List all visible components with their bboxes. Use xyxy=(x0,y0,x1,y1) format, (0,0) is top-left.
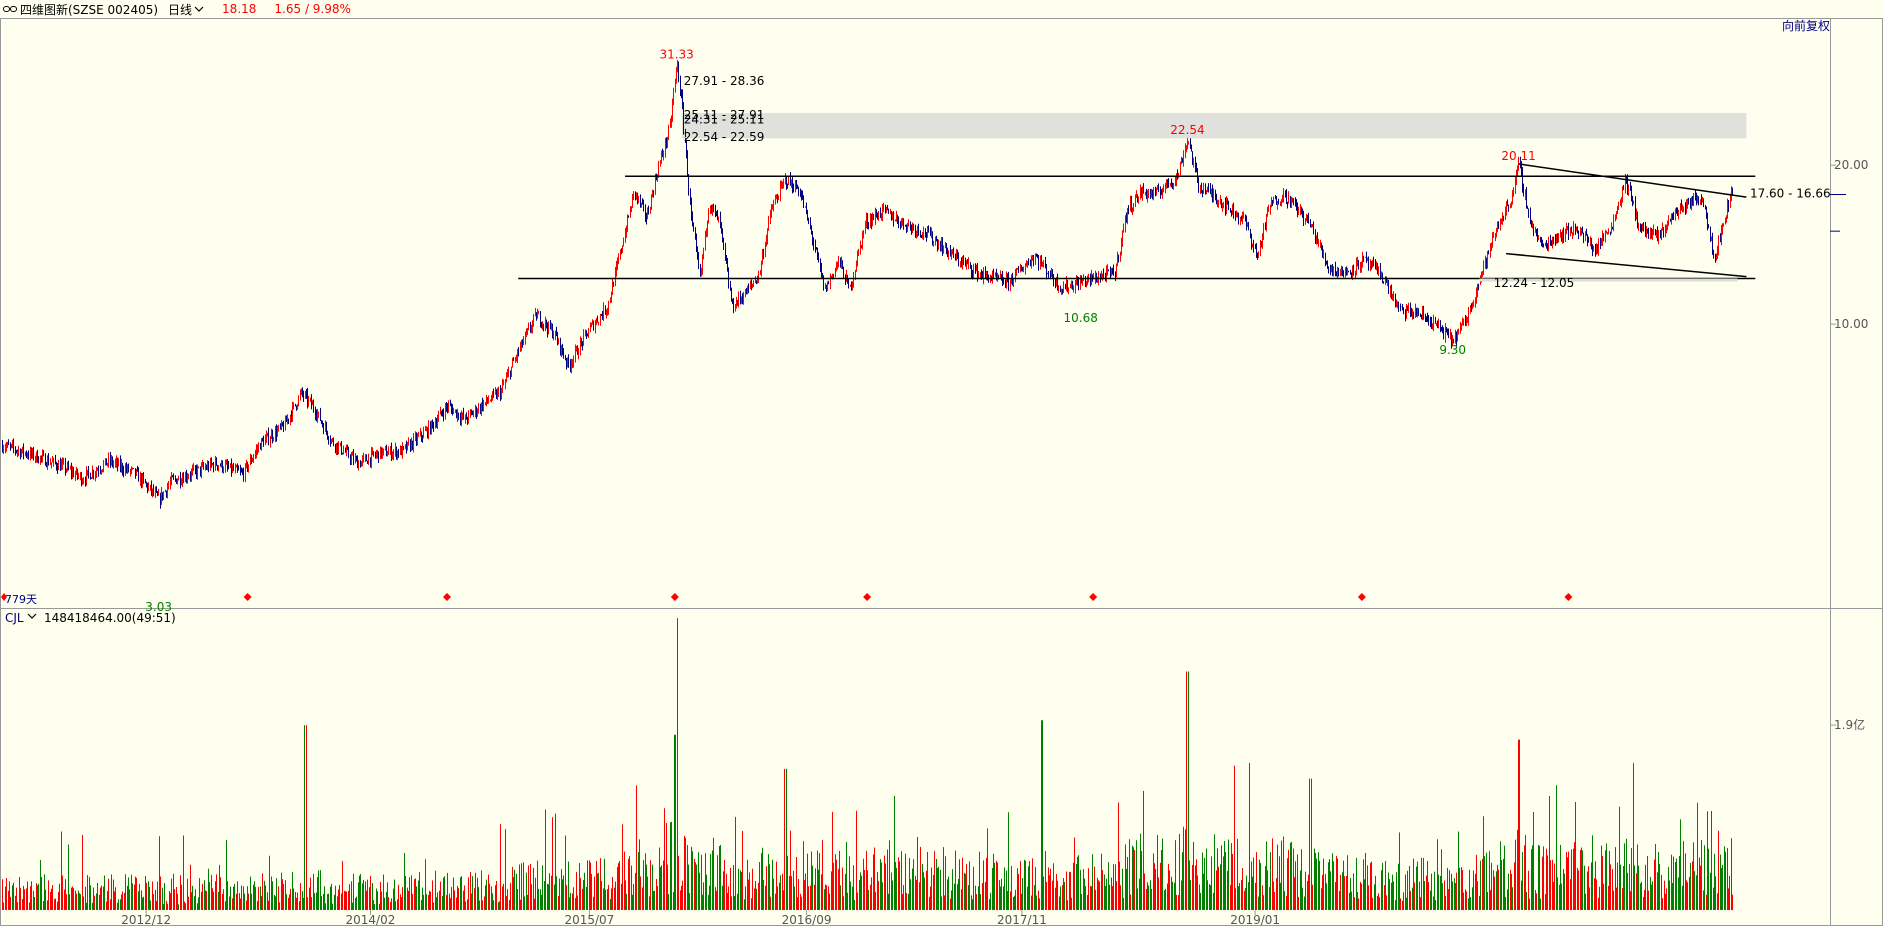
price-tick-label: 10.00 xyxy=(1834,317,1868,331)
trend-line xyxy=(1518,163,1747,198)
range-label: 24.31 - 25.11 xyxy=(684,112,765,126)
date-tick-label: 2014/02 xyxy=(346,913,396,926)
chart-border xyxy=(0,18,1883,926)
price-change: 1.65 / 9.98% xyxy=(274,2,351,16)
trend-lines xyxy=(1506,163,1747,278)
stock-name: 四维图新(SZSE 002405) xyxy=(20,2,159,17)
days-label: 779天 xyxy=(5,593,37,606)
volume-tick-label: 1.9亿 xyxy=(1834,717,1865,732)
date-tick-label: 2016/09 xyxy=(782,913,832,926)
event-diamond[interactable] xyxy=(1357,593,1366,601)
range-label: 22.54 - 22.59 xyxy=(684,130,765,144)
price-tick-label: 20.00 xyxy=(1834,158,1868,172)
price-bars xyxy=(2,60,1733,509)
event-diamond[interactable] xyxy=(1,593,7,601)
volume-axis: 1.9亿 xyxy=(1830,717,1865,732)
price-band xyxy=(681,113,1747,138)
date-tick-label: 2012/12 xyxy=(121,913,171,926)
chain-link-icon[interactable] xyxy=(3,2,17,16)
event-diamond[interactable] xyxy=(1089,593,1098,601)
date-tick-label: 2015/07 xyxy=(564,913,614,926)
volume-value: 148418464.00(49:51) xyxy=(44,611,176,625)
stock-header: 四维图新(SZSE 002405) 日线 18.18 1.65 / 9.98% xyxy=(0,0,1883,18)
chevron-down-icon xyxy=(194,6,204,12)
range-label: 25.11 - 27.91 xyxy=(684,108,765,122)
indicator-chevron-down-icon[interactable] xyxy=(27,613,37,619)
event-diamond[interactable] xyxy=(1564,593,1573,601)
trend-line xyxy=(1506,252,1747,278)
event-diamond[interactable] xyxy=(863,593,872,601)
date-tick-label: 2017/11 xyxy=(997,913,1047,926)
high-low-annotations: 31.33 22.54 20.11 3.03 10.68 9.30 xyxy=(145,47,1535,614)
date-axis: 2012/12 2014/02 2015/07 2016/09 2017/11 2019/… xyxy=(121,910,1280,926)
price-axis: 20.00 10.00 xyxy=(1830,158,1868,331)
event-diamond[interactable] xyxy=(443,593,451,601)
extreme-label: 31.33 xyxy=(659,47,693,61)
indicator-selector[interactable]: CJL xyxy=(5,611,24,625)
adjust-mode-button[interactable]: 向前复权 xyxy=(1782,18,1830,33)
event-diamond[interactable] xyxy=(243,593,252,601)
event-markers[interactable] xyxy=(1,593,1573,601)
range-label: 12.24 - 12.05 xyxy=(1494,276,1575,290)
last-price: 18.18 xyxy=(222,2,257,16)
extreme-label: 3.03 xyxy=(145,600,172,614)
volume-bars xyxy=(2,618,1733,910)
range-label: 27.91 - 28.36 xyxy=(684,74,765,88)
support-resistance-lines xyxy=(518,137,1756,282)
extreme-label: 10.68 xyxy=(1064,311,1098,325)
date-tick-label: 2019/01 xyxy=(1230,913,1280,926)
period-label: 日线 xyxy=(168,2,193,17)
period-selector[interactable]: 日线 xyxy=(168,1,204,18)
event-diamond[interactable] xyxy=(670,593,679,601)
chart-frame xyxy=(0,18,1883,926)
extreme-label: 9.30 xyxy=(1439,343,1466,357)
range-label: 17.60 - 16.66 xyxy=(1750,187,1831,201)
extreme-label: 22.54 xyxy=(1170,123,1204,137)
extreme-label: 20.11 xyxy=(1501,149,1535,163)
